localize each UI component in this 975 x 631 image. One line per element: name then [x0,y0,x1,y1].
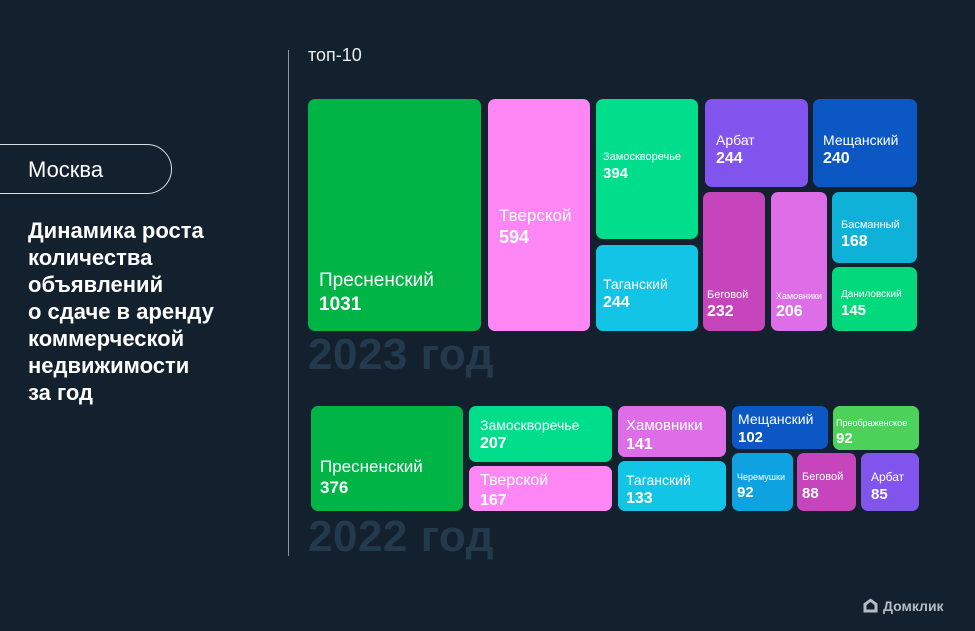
treemap-tile: Черемушки 92 [732,453,793,511]
tile-value: 594 [499,227,530,248]
tile-label: Арбат [871,470,905,484]
tile-label: Черемушки [737,472,785,482]
tile-label: Хамовники [776,291,822,301]
brand-logo: Домклик [862,597,944,614]
tile-value: 244 [716,149,743,167]
tile-label: Арбат [716,132,755,148]
tile-value: 206 [776,302,803,320]
treemap-tile: Замоскворечье 207 [469,406,612,462]
tile-value: 207 [480,434,507,452]
tile-value: 88 [802,485,819,503]
treemap-tile: Мещанский 102 [732,406,828,449]
tile-label: Басманный [841,219,900,231]
treemap-tile: Таганский 244 [596,245,698,331]
treemap-tile: Замоскворечье 394 [596,99,698,239]
treemap-tile: Даниловский 145 [832,267,917,331]
treemap-tile: Беговой 88 [797,453,856,511]
divider [288,50,289,556]
tile-value: 394 [603,165,629,183]
tile-label: Даниловский [841,289,902,300]
tile-label: Пресненский [319,270,434,292]
tile-value: 376 [320,478,349,498]
tile-value: 133 [626,489,653,507]
treemap-tile: Тверской 594 [488,99,590,331]
treemap-tile: Таганский 133 [618,461,726,511]
tile-value: 141 [626,436,653,453]
tile-label: Таганский [603,276,668,292]
tile-label: Мещанский [823,132,899,148]
tile-label: Беговой [707,289,749,301]
tile-value: 240 [823,149,850,167]
tile-label: Замоскворечье [603,151,682,163]
tile-label: Мещанский [738,411,814,427]
tile-value: 102 [738,428,764,446]
tile-label: Тверской [480,472,549,489]
tile-label: Замоскворечье [480,417,580,433]
treemap-tile: Хамовники 206 [771,192,827,331]
treemap-tile: Арбат 85 [861,453,919,511]
tile-value: 92 [737,483,754,501]
tile-label: Пресненский [320,457,423,476]
tile-label: Тверской [499,206,572,225]
treemap-tile: Хамовники 141 [618,406,726,457]
brand-name: Домклик [883,597,944,614]
tile-value: 1031 [319,294,362,316]
year-label-2023: 2023 год [308,330,495,379]
treemap-tile: Преображенское 92 [833,406,919,450]
tile-label: Преображенское [836,418,908,428]
tile-value: 168 [841,233,868,251]
treemap-tile: Пресненский 1031 [308,99,481,331]
tile-label: Таганский [626,472,691,488]
tile-value: 244 [603,293,630,311]
tile-value: 145 [841,302,867,319]
treemap-tile: Пресненский 376 [311,406,463,511]
city-pill [0,144,172,194]
treemap-tile: Мещанский 240 [813,99,917,187]
tile-value: 85 [871,486,888,504]
house-icon [863,598,878,613]
treemap-tile: Тверской 167 [469,466,612,511]
tile-value: 167 [480,492,507,510]
treemap-tile: Басманный 168 [832,192,917,263]
treemap-tile: Арбат 244 [705,99,808,187]
tile-label: Беговой [802,471,844,483]
city-label: Москва [28,157,104,182]
headline: Динамика роста количества объявлений о с… [28,218,214,405]
treemap-tile: Беговой 232 [703,192,765,331]
tile-label: Хамовники [626,417,703,434]
top-label: топ-10 [308,45,362,65]
tile-value: 92 [836,429,853,447]
year-label-2022: 2022 год [308,512,495,561]
tile-value: 232 [707,303,734,321]
